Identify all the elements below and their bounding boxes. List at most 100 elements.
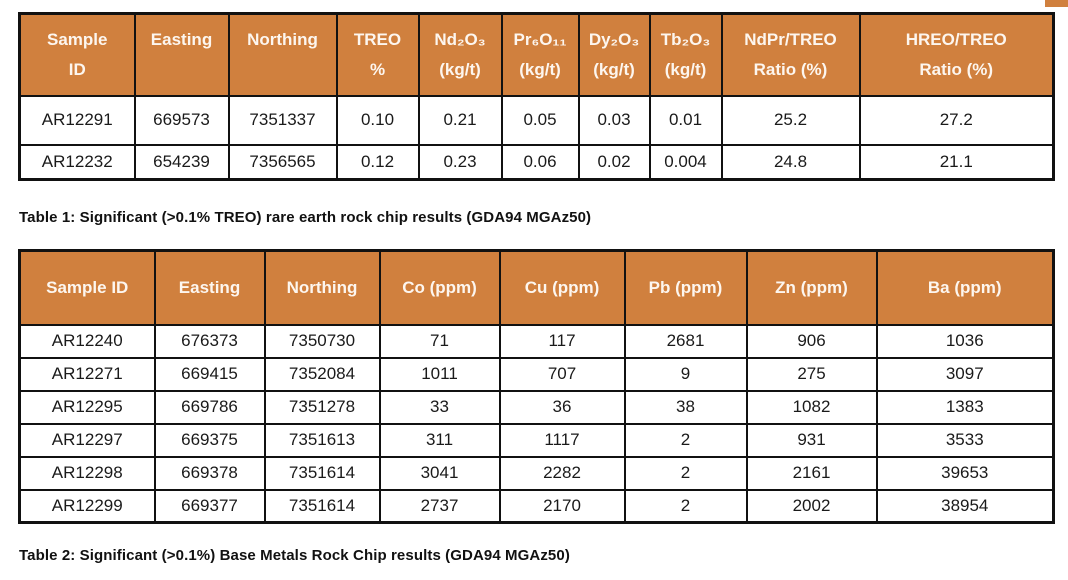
table-cell: 2002	[745, 488, 878, 524]
table1-caption: Table 1: Significant (>0.1% TREO) rare e…	[19, 209, 592, 226]
page-corner-graphic-fragment	[1045, 0, 1068, 7]
col-header-sample-id: Sample ID	[18, 12, 136, 97]
table-row: AR12297 669375 7351613 311 1117 2 931 35…	[18, 422, 1055, 458]
table-cell: 2282	[498, 455, 626, 491]
col-header-northing: Northing	[227, 12, 338, 97]
table-header-row: Sample ID Easting Northing TREO% Nd₂O₃ (kg…	[18, 12, 1055, 97]
table-cell: AR12240	[18, 323, 156, 359]
table-cell: 0.004	[648, 143, 723, 181]
table-cell: 24.8	[720, 143, 861, 181]
table-cell: 2161	[745, 455, 878, 491]
table-cell: 7352084	[263, 356, 381, 392]
table-cell: 654239	[133, 143, 230, 181]
table-cell: 0.12	[335, 143, 420, 181]
table-cell: 2	[623, 422, 748, 458]
table-cell: 3097	[875, 356, 1055, 392]
base-metals-results-table: Sample ID Easting Northing Co (ppm) Cu (…	[18, 249, 1055, 524]
table-cell: 1036	[875, 323, 1055, 359]
table-cell: 36	[498, 389, 626, 425]
table-cell: 669415	[153, 356, 266, 392]
table-cell: 0.05	[500, 94, 580, 146]
col-header-ba-ppm: Ba (ppm)	[875, 249, 1055, 326]
table-cell: 38954	[875, 488, 1055, 524]
col-header-nd2o3: Nd₂O₃ (kg/t)	[417, 12, 503, 97]
table-cell: 676373	[153, 323, 266, 359]
table-cell: 707	[498, 356, 626, 392]
table-cell: 0.21	[417, 94, 503, 146]
table-row: AR12299 669377 7351614 2737 2170 2 2002 …	[18, 488, 1055, 524]
col-header-cu-ppm: Cu (ppm)	[498, 249, 626, 326]
table-cell: 0.02	[577, 143, 651, 181]
table-cell: 669377	[153, 488, 266, 524]
table-cell: 311	[378, 422, 501, 458]
table-cell: AR12291	[18, 94, 136, 146]
table-row: AR12291 669573 7351337 0.10 0.21 0.05 0.…	[18, 94, 1055, 146]
table2-caption: Table 2: Significant (>0.1%) Base Metals…	[19, 547, 570, 564]
table-cell: 0.23	[417, 143, 503, 181]
table-cell: 906	[745, 323, 878, 359]
table-cell: 931	[745, 422, 878, 458]
col-header-easting: Easting	[133, 12, 230, 97]
table-cell: 71	[378, 323, 501, 359]
table-cell: 25.2	[720, 94, 861, 146]
table-cell: 0.10	[335, 94, 420, 146]
table-row: AR12232 654239 7356565 0.12 0.23 0.06 0.…	[18, 143, 1055, 181]
col-header-pb-ppm: Pb (ppm)	[623, 249, 748, 326]
col-header-dy2o3: Dy₂O₃ (kg/t)	[577, 12, 651, 97]
table-cell: AR12297	[18, 422, 156, 458]
table-cell: AR12295	[18, 389, 156, 425]
table-cell: 39653	[875, 455, 1055, 491]
table-cell: 275	[745, 356, 878, 392]
table-cell: 7351278	[263, 389, 381, 425]
table-cell: 669378	[153, 455, 266, 491]
table-cell: 2737	[378, 488, 501, 524]
table-cell: 7351614	[263, 488, 381, 524]
table-cell: AR12298	[18, 455, 156, 491]
table-cell: 3533	[875, 422, 1055, 458]
table-cell: 7356565	[227, 143, 338, 181]
table-cell: 7351613	[263, 422, 381, 458]
table-cell: 1011	[378, 356, 501, 392]
table-cell: 7351337	[227, 94, 338, 146]
col-header-hreo-treo-ratio: HREO/TREO Ratio (%)	[858, 12, 1055, 97]
table-cell: 2	[623, 455, 748, 491]
table-cell: 669573	[133, 94, 230, 146]
table-cell: 669375	[153, 422, 266, 458]
table-cell: 9	[623, 356, 748, 392]
table-cell: 117	[498, 323, 626, 359]
table-cell: 0.03	[577, 94, 651, 146]
col-header-pr6o11: Pr₆O₁₁ (kg/t)	[500, 12, 580, 97]
table-cell: 669786	[153, 389, 266, 425]
table-cell: 2681	[623, 323, 748, 359]
table-cell: 1383	[875, 389, 1055, 425]
col-header-northing: Northing	[263, 249, 381, 326]
table-cell: AR12299	[18, 488, 156, 524]
table-header-row: Sample ID Easting Northing Co (ppm) Cu (…	[18, 249, 1055, 326]
table-cell: 27.2	[858, 94, 1055, 146]
col-header-treo-pct: TREO%	[335, 12, 420, 97]
table-cell: 21.1	[858, 143, 1055, 181]
table-cell: 38	[623, 389, 748, 425]
col-header-ndpr-treo-ratio: NdPr/TREO Ratio (%)	[720, 12, 861, 97]
table-cell: 33	[378, 389, 501, 425]
table-cell: AR12271	[18, 356, 156, 392]
rare-earth-results-table: Sample ID Easting Northing TREO% Nd₂O₃ (kg…	[18, 12, 1055, 181]
table-row: AR12271 669415 7352084 1011 707 9 275 30…	[18, 356, 1055, 392]
table-row: AR12240 676373 7350730 71 117 2681 906 1…	[18, 323, 1055, 359]
table-cell: 0.06	[500, 143, 580, 181]
table-cell: 2	[623, 488, 748, 524]
col-header-sample-id: Sample ID	[18, 249, 156, 326]
table-row: AR12295 669786 7351278 33 36 38 1082 138…	[18, 389, 1055, 425]
table-cell: 1117	[498, 422, 626, 458]
table-cell: AR12232	[18, 143, 136, 181]
table-cell: 2170	[498, 488, 626, 524]
col-header-zn-ppm: Zn (ppm)	[745, 249, 878, 326]
table-cell: 1082	[745, 389, 878, 425]
col-header-easting: Easting	[153, 249, 266, 326]
table-cell: 3041	[378, 455, 501, 491]
table-cell: 7350730	[263, 323, 381, 359]
table-cell: 7351614	[263, 455, 381, 491]
col-header-tb2o3: Tb₂O₃ (kg/t)	[648, 12, 723, 97]
table-cell: 0.01	[648, 94, 723, 146]
table-row: AR12298 669378 7351614 3041 2282 2 2161 …	[18, 455, 1055, 491]
